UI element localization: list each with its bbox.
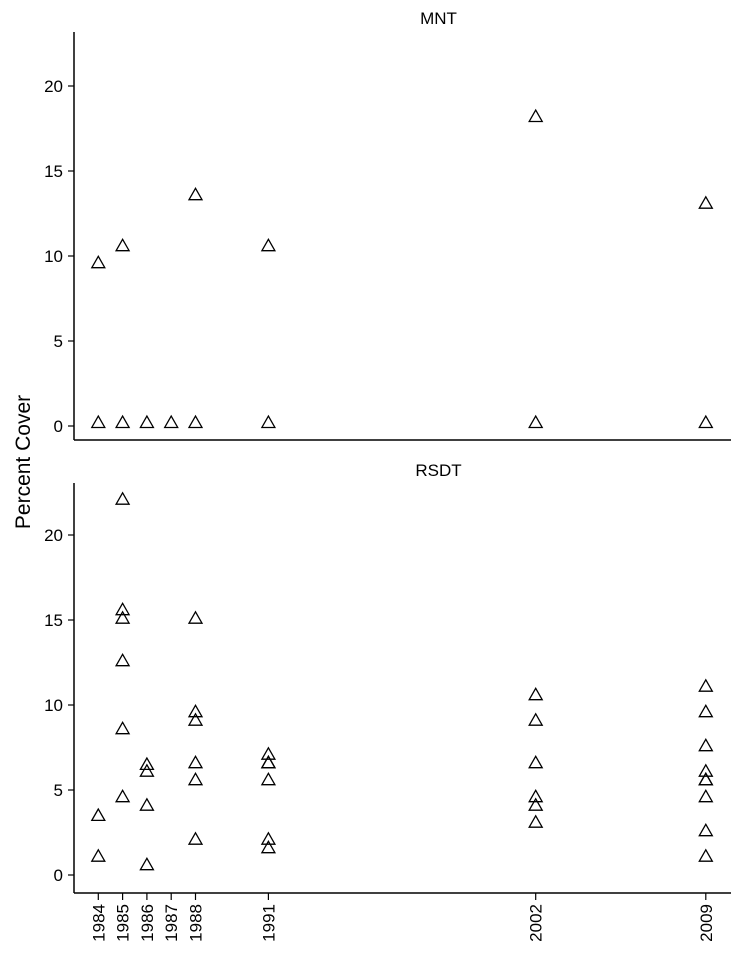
data-point-triangle: [187, 610, 204, 624]
data-point-triangle: [698, 848, 714, 862]
data-point-triangle: [114, 610, 131, 624]
data-point-triangle: [528, 797, 544, 811]
data-point-triangle: [528, 814, 544, 828]
y-axis-label: Percent Cover: [12, 395, 35, 529]
x-tick-label: 1986: [138, 904, 157, 942]
data-point-triangle: [139, 756, 155, 771]
y-tick-label: 0: [54, 866, 63, 885]
x-tick-label: 1985: [114, 904, 133, 942]
data-point-triangle: [528, 712, 544, 726]
data-point-triangle: [187, 414, 204, 429]
data-point-triangle: [260, 831, 277, 845]
data-point-triangle: [114, 788, 131, 803]
panel-title: MNT: [420, 9, 457, 28]
data-point-triangle: [260, 771, 277, 786]
data-point-triangle: [163, 414, 179, 429]
data-point-triangle: [114, 491, 131, 505]
y-tick-label: 20: [44, 77, 63, 96]
data-point-triangle: [260, 839, 277, 854]
data-point-triangle: [187, 831, 204, 845]
data-point-triangle: [139, 763, 155, 777]
data-point-triangle: [90, 414, 106, 429]
data-point-triangle: [698, 195, 714, 209]
data-point-triangle: [187, 771, 204, 786]
y-tick-label: 0: [54, 417, 63, 436]
data-point-triangle: [528, 414, 544, 429]
panel-title: RSDT: [415, 461, 461, 480]
data-point-triangle: [528, 686, 544, 701]
data-point-triangle: [187, 703, 204, 718]
data-point-triangle: [260, 754, 277, 769]
data-point-triangle: [260, 746, 277, 760]
y-tick-label: 10: [44, 247, 63, 266]
x-tick-label: 2009: [697, 904, 716, 942]
x-tick-label: 1984: [89, 904, 108, 942]
data-point-triangle: [114, 414, 131, 429]
data-point-triangle: [114, 720, 131, 735]
data-point-triangle: [698, 703, 714, 718]
y-tick-label: 5: [54, 781, 63, 800]
data-point-triangle: [698, 771, 714, 786]
x-tick-label: 1988: [187, 904, 206, 942]
data-point-triangle: [114, 652, 131, 667]
panel-rsdt: RSDT 0 5 10 15 20: [44, 461, 731, 894]
y-tick-label: 5: [54, 332, 63, 351]
data-point-triangle: [528, 788, 544, 803]
data-point-triangle: [260, 414, 277, 429]
data-point-triangle: [528, 754, 544, 769]
x-tick-label: 2002: [527, 904, 546, 942]
data-point-triangle: [187, 186, 204, 201]
data-point-triangle: [698, 737, 714, 752]
data-point-triangle: [90, 848, 106, 862]
y-tick-label: 15: [44, 611, 63, 630]
data-point-triangle: [698, 678, 714, 692]
data-point-triangle: [90, 254, 106, 269]
y-tick-label: 10: [44, 696, 63, 715]
data-point-triangle: [187, 712, 204, 726]
x-tick-label: 1991: [259, 904, 278, 942]
data-point-triangle: [139, 414, 155, 429]
data-point-triangle: [698, 414, 714, 429]
x-tick-label: 1987: [162, 904, 181, 942]
data-point-triangle: [187, 754, 204, 769]
data-point-triangle: [698, 788, 714, 803]
x-axis: 1984 1985 1986 1987 1988 1991 2002 2009: [89, 893, 716, 942]
panels: MNT 0 5 10 15 20 RSDT 0 5 10 15 20: [44, 9, 731, 894]
data-point-triangle: [260, 754, 277, 769]
panel-mnt: MNT 0 5 10 15 20: [44, 9, 731, 441]
data-point-triangle: [260, 237, 277, 252]
data-point-triangle: [698, 771, 714, 786]
data-point-triangle: [114, 601, 131, 616]
y-tick-label: 20: [44, 526, 63, 545]
data-point-triangle: [90, 807, 106, 822]
data-point-triangle: [114, 237, 131, 252]
data-point-triangle: [698, 763, 714, 777]
data-point-triangle: [139, 856, 155, 871]
data-point-triangle: [528, 108, 544, 123]
data-point-triangle: [139, 797, 155, 811]
data-point-triangle: [698, 822, 714, 837]
y-tick-label: 15: [44, 162, 63, 181]
